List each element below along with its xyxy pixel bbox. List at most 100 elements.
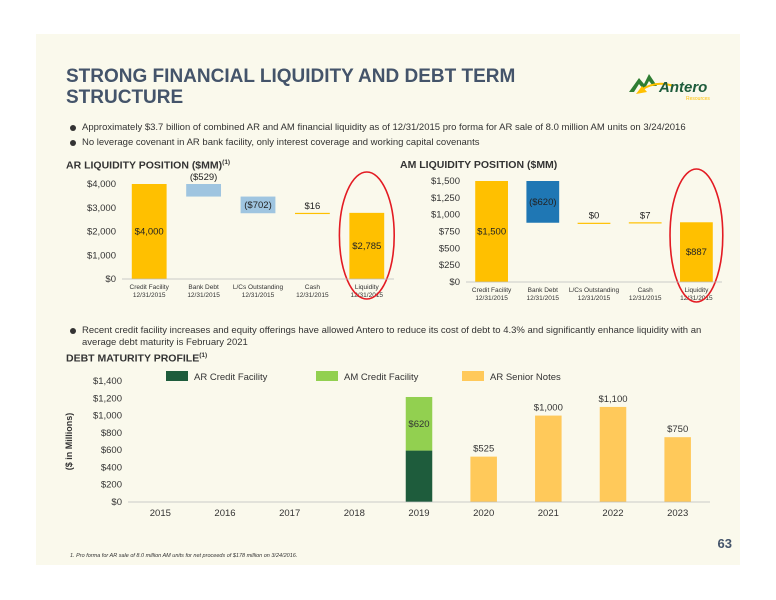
highlight-ellipse (669, 168, 724, 303)
data-label: $7 (640, 210, 651, 221)
x-tick-label: 2017 (279, 508, 300, 519)
legend-swatch (462, 371, 484, 381)
antero-mountain-icon: Antero Resources (629, 74, 710, 102)
category-date: 12/31/2015 (680, 295, 713, 302)
waterfall-bar (475, 181, 508, 282)
maturity-bar (405, 396, 433, 451)
footnote: 1. Pro forma for AR sale of 8.0 million … (70, 553, 298, 559)
y-axis-label: ($ in Millions) (64, 413, 74, 471)
y-tick-label: $0 (449, 277, 460, 288)
x-tick-label: 2020 (473, 508, 494, 519)
legend-swatch (316, 371, 338, 381)
logo-subtext: Resources (686, 96, 710, 102)
y-tick-label: $3,000 (87, 203, 116, 214)
data-label: ($529) (190, 172, 217, 183)
page-number: 63 (717, 536, 732, 551)
category-label: Cash (638, 287, 654, 294)
x-tick-label: 2019 (408, 508, 429, 519)
waterfall-bar (240, 196, 276, 214)
maturity-bar (599, 406, 627, 502)
data-label: $2,785 (352, 241, 381, 252)
data-label: $750 (667, 424, 688, 435)
category-label: Credit Facility (472, 287, 512, 294)
bullet-covenant: No leverage covenant in AR bank facility… (70, 137, 730, 149)
data-label: $16 (304, 201, 320, 212)
y-tick-label: $1,000 (93, 411, 122, 422)
slide: STRONG FINANCIAL LIQUIDITY AND DEBT TERM… (36, 34, 740, 565)
legend-label: AR Credit Facility (194, 372, 268, 383)
data-label: ($702) (244, 200, 271, 211)
slide-title: STRONG FINANCIAL LIQUIDITY AND DEBT TERM… (66, 66, 516, 108)
y-tick-label: $0 (105, 274, 116, 285)
debt-maturity-title: DEBT MATURITY PROFILE(1) (66, 352, 208, 365)
y-tick-label: $1,400 (93, 376, 122, 387)
x-tick-label: 2021 (538, 508, 559, 519)
legend-label: AM Credit Facility (344, 372, 419, 383)
category-label: Liquidity (684, 287, 709, 294)
data-label: $0 (589, 211, 600, 222)
waterfall-bar (131, 184, 167, 279)
category-label: Bank Debt (528, 287, 559, 294)
category-date: 12/31/2015 (133, 292, 166, 299)
y-tick-label: $1,200 (93, 393, 122, 404)
category-date: 12/31/2015 (475, 295, 508, 302)
category-date: 12/31/2015 (242, 292, 275, 299)
am-liquidity-chart: $0 $250 $500 $750 $1,000 $1,250 $1,500 $1,500 Cr… (431, 168, 724, 303)
category-label: Cash (305, 284, 321, 291)
data-label: $1,000 (534, 403, 563, 414)
data-label: $1,100 (598, 394, 627, 405)
antero-logo: Antero Resources (627, 68, 711, 102)
category-date: 12/31/2015 (296, 292, 329, 299)
legend-swatch (166, 371, 188, 381)
category-date: 12/31/2015 (527, 295, 560, 302)
category-date: 12/31/2015 (578, 295, 611, 302)
y-tick-label: $2,000 (87, 227, 116, 238)
waterfall-bar (628, 222, 662, 224)
data-label: $1,500 (477, 227, 506, 238)
category-date: 12/31/2015 (629, 295, 662, 302)
data-label: $4,000 (135, 227, 164, 238)
category-label: L/Cs Outstanding (233, 284, 284, 291)
data-label: $887 (686, 247, 707, 258)
x-tick-label: 2015 (150, 508, 171, 519)
category-label: Credit Facility (130, 284, 170, 291)
bullet-cost-of-debt: Recent credit facility increases and equ… (70, 325, 730, 349)
waterfall-bar (526, 181, 560, 223)
data-label: $525 (473, 444, 494, 455)
maturity-bar (664, 437, 691, 502)
category-label: Bank Debt (188, 284, 219, 291)
y-tick-label: $200 (101, 480, 122, 491)
y-tick-label: $750 (439, 227, 460, 238)
waterfall-bar (349, 212, 385, 279)
maturity-bar (535, 415, 562, 502)
y-tick-label: $250 (439, 260, 460, 271)
x-tick-label: 2023 (667, 508, 688, 519)
category-label: Liquidity (355, 284, 380, 291)
top-bullets: Approximately $3.7 billion of combined A… (70, 122, 730, 152)
waterfall-bar (294, 212, 330, 215)
mid-bullets: Recent credit facility increases and equ… (70, 325, 730, 352)
bullet-liquidity: Approximately $3.7 billion of combined A… (70, 122, 730, 134)
ar-liquidity-chart: $0 $1,000 $2,000 $3,000 $4,000 $4,000 Credit F… (87, 171, 396, 300)
waterfall-bar (680, 222, 713, 282)
logo-text: Antero (658, 79, 707, 96)
y-tick-label: $1,500 (431, 176, 460, 187)
maturity-bar (405, 450, 433, 502)
x-tick-label: 2022 (602, 508, 623, 519)
data-label: ($620) (529, 197, 556, 208)
y-tick-label: $1,000 (431, 210, 460, 221)
y-tick-label: $4,000 (87, 179, 116, 190)
y-tick-label: $600 (101, 445, 122, 456)
x-tick-label: 2016 (214, 508, 235, 519)
maturity-bar (470, 456, 497, 502)
legend-label: AR Senior Notes (490, 372, 561, 383)
y-tick-label: $800 (101, 428, 122, 439)
x-tick-label: 2018 (344, 508, 365, 519)
y-tick-label: $400 (101, 462, 122, 473)
am-liquidity-title: AM LIQUIDITY POSITION ($MM) (400, 159, 558, 171)
y-tick-label: $500 (439, 243, 460, 254)
category-date: 12/31/2015 (351, 292, 384, 299)
y-tick-label: $0 (111, 497, 122, 508)
debt-maturity-chart: $0 $200 $400 $600 $800 $1,000 $1,200 $1,400 ($ i… (64, 371, 710, 519)
y-tick-label: $1,000 (87, 250, 116, 261)
